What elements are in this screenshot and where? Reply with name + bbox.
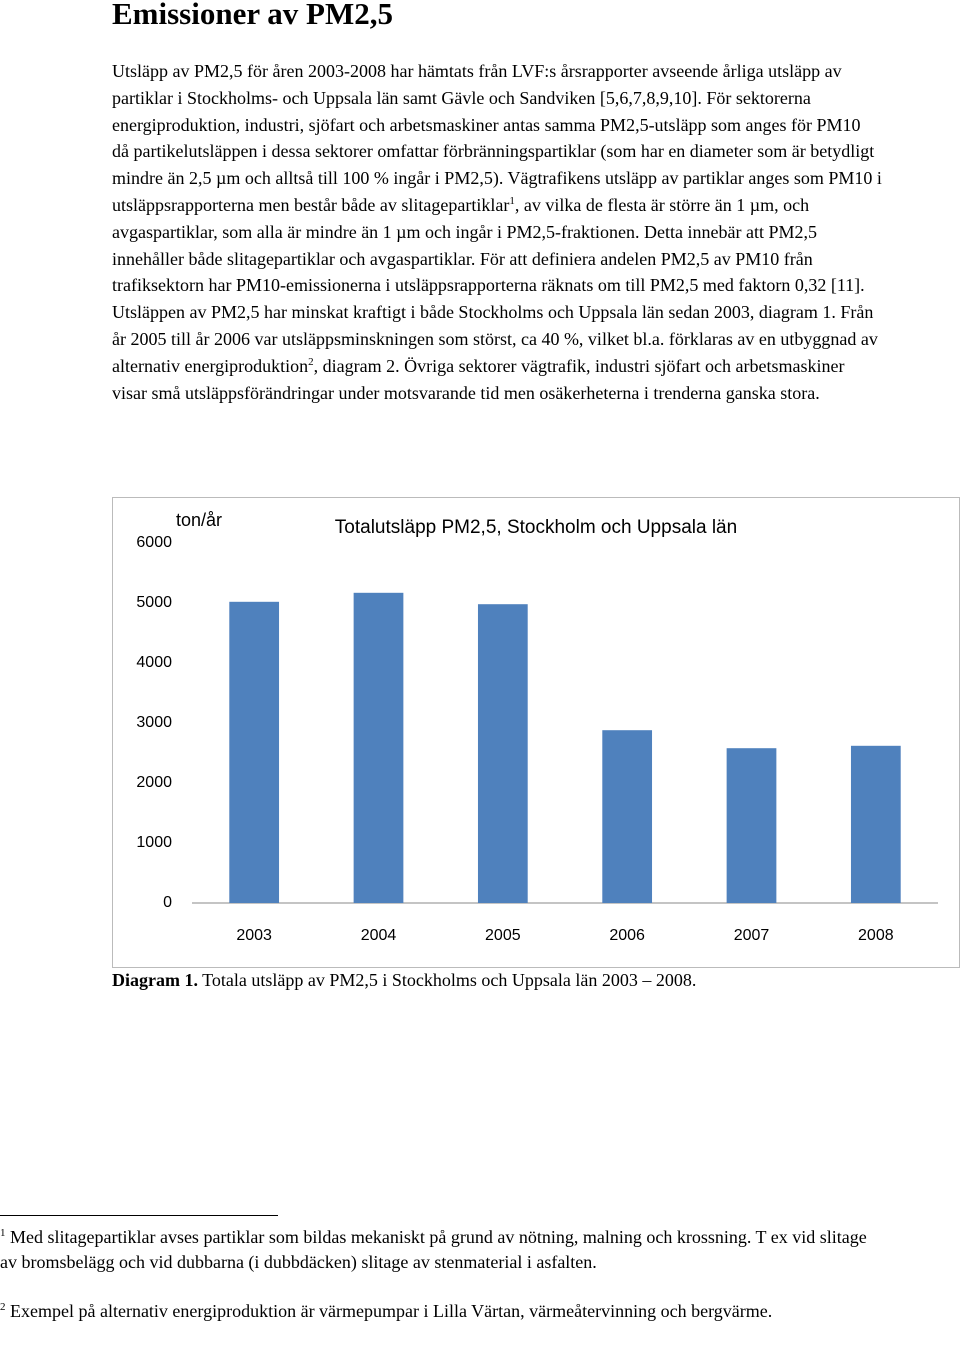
x-tick-label: 2008 [858,927,894,944]
x-tick-label: 2007 [734,927,770,944]
body-paragraph: Utsläpp av PM2,5 för åren 2003-2008 har … [112,58,882,406]
bar [477,604,528,903]
page-title: Emissioner av PM2,5 [112,0,393,31]
bar [353,592,404,903]
text: , diagram 2. Övriga sektorer vägtrafik, … [112,355,845,403]
caption-label: Diagram 1. [112,970,198,990]
footnote-number: 2 [0,1301,6,1313]
footnote-text: Exempel på alternativ energiproduktion ä… [10,1301,773,1321]
footnote-ref: 2 [308,355,314,368]
footnote-rule [0,1215,278,1216]
y-tick-label: 1000 [136,834,172,851]
footnote: 2 Exempel på alternativ energiproduktion… [0,1299,880,1324]
x-tick-label: 2004 [361,927,397,944]
text: Utsläpp av PM2,5 för åren 2003-2008 har … [112,61,882,215]
footnote-ref: 1 [509,194,515,207]
y-tick-label: 2000 [136,774,172,791]
caption-text: Totala utsläpp av PM2,5 i Stockholms och… [202,970,697,990]
footnote: 1 Med slitagepartiklar avses partiklar s… [0,1225,880,1275]
y-tick-label: 6000 [136,534,172,551]
y-tick-label: 3000 [136,714,172,731]
y-tick-label: 0 [163,894,172,911]
x-tick-label: 2003 [236,927,272,944]
y-axis-label: ton/år [176,510,222,530]
text: , av vilka de flesta är större än 1 µm, … [112,194,878,376]
y-tick-label: 5000 [136,594,172,611]
bar [602,730,653,903]
bar [229,601,280,903]
y-tick-label: 4000 [136,654,172,671]
bar [850,745,901,903]
footnote-text: Med slitagepartiklar avses partiklar som… [0,1227,867,1272]
caption: Diagram 1. Totala utsläpp av PM2,5 i Sto… [112,970,696,991]
chart-title: Totalutsläpp PM2,5, Stockholm och Uppsal… [335,517,737,538]
chart: ton/år Totalutsläpp PM2,5, Stockholm och… [112,497,960,968]
footnote-number: 1 [0,1227,6,1239]
x-tick-label: 2005 [485,927,521,944]
bar [726,748,777,903]
x-tick-label: 2006 [609,927,645,944]
